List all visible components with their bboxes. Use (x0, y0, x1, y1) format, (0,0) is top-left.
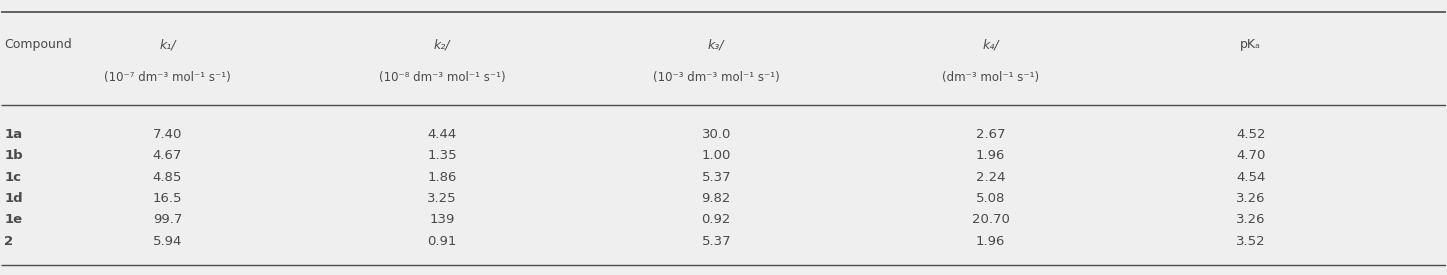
Text: 4.70: 4.70 (1236, 149, 1265, 162)
Text: 1e: 1e (4, 213, 22, 226)
Text: 5.37: 5.37 (702, 171, 731, 184)
Text: 3.26: 3.26 (1236, 213, 1265, 226)
Text: 1.86: 1.86 (427, 171, 457, 184)
Text: 4.54: 4.54 (1236, 171, 1265, 184)
Text: 7.40: 7.40 (153, 128, 182, 141)
Text: 1d: 1d (4, 192, 23, 205)
Text: k₃/: k₃/ (708, 39, 725, 51)
Text: k₁/: k₁/ (159, 39, 175, 51)
Text: 4.44: 4.44 (427, 128, 456, 141)
Text: 4.67: 4.67 (153, 149, 182, 162)
Text: 5.08: 5.08 (975, 192, 1006, 205)
Text: 2.67: 2.67 (975, 128, 1006, 141)
Text: 1a: 1a (4, 128, 22, 141)
Text: 2.24: 2.24 (975, 171, 1006, 184)
Text: (10⁻³ dm⁻³ mol⁻¹ s⁻¹): (10⁻³ dm⁻³ mol⁻¹ s⁻¹) (653, 71, 780, 84)
Text: 1c: 1c (4, 171, 22, 184)
Text: 0.92: 0.92 (702, 213, 731, 226)
Text: 1b: 1b (4, 149, 23, 162)
Text: 2: 2 (4, 235, 13, 248)
Text: k₄/: k₄/ (983, 39, 998, 51)
Text: (10⁻⁷ dm⁻³ mol⁻¹ s⁻¹): (10⁻⁷ dm⁻³ mol⁻¹ s⁻¹) (104, 71, 232, 84)
Text: 5.37: 5.37 (702, 235, 731, 248)
Text: 30.0: 30.0 (702, 128, 731, 141)
Text: 3.52: 3.52 (1236, 235, 1266, 248)
Text: pKₐ: pKₐ (1240, 39, 1262, 51)
Text: 99.7: 99.7 (153, 213, 182, 226)
Text: Compound: Compound (4, 39, 72, 51)
Text: 16.5: 16.5 (153, 192, 182, 205)
Text: 3.26: 3.26 (1236, 192, 1265, 205)
Text: 1.35: 1.35 (427, 149, 457, 162)
Text: 4.85: 4.85 (153, 171, 182, 184)
Text: 4.52: 4.52 (1236, 128, 1265, 141)
Text: (10⁻⁸ dm⁻³ mol⁻¹ s⁻¹): (10⁻⁸ dm⁻³ mol⁻¹ s⁻¹) (379, 71, 505, 84)
Text: 20.70: 20.70 (972, 213, 1010, 226)
Text: k₂/: k₂/ (434, 39, 450, 51)
Text: 139: 139 (430, 213, 454, 226)
Text: 5.94: 5.94 (153, 235, 182, 248)
Text: 1.96: 1.96 (975, 235, 1006, 248)
Text: 0.91: 0.91 (427, 235, 457, 248)
Text: 9.82: 9.82 (702, 192, 731, 205)
Text: 1.96: 1.96 (975, 149, 1006, 162)
Text: 3.25: 3.25 (427, 192, 457, 205)
Text: 1.00: 1.00 (702, 149, 731, 162)
Text: (dm⁻³ mol⁻¹ s⁻¹): (dm⁻³ mol⁻¹ s⁻¹) (942, 71, 1039, 84)
